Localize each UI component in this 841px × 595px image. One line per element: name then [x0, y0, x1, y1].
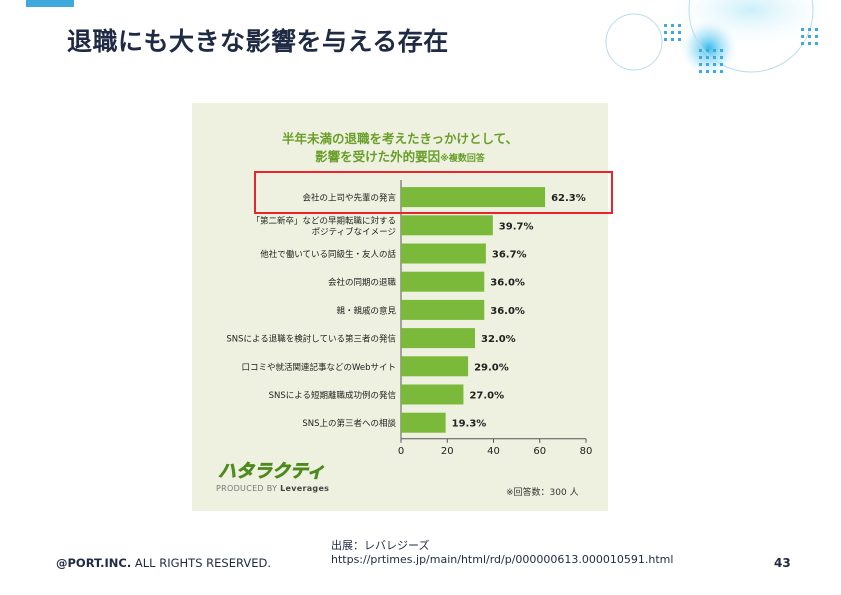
chart-title-note: ※複数回答 — [440, 154, 485, 164]
brand-company: Leverages — [280, 484, 330, 493]
category-label: 他社で働いている同級生・友人の話 — [260, 249, 396, 260]
x-tick-label: 20 — [441, 446, 454, 457]
bar — [401, 328, 475, 349]
value-label: 27.0% — [469, 391, 504, 402]
chart-title-line2: 影響を受けた外的要因※複数回答 — [192, 148, 608, 168]
bar — [401, 187, 546, 208]
x-tick-label: 40 — [487, 446, 500, 457]
bar — [401, 243, 486, 264]
chart-panel: 半年未満の退職を考えたきっかけとして、 影響を受けた外的要因※複数回答 62.3… — [192, 103, 608, 511]
bar — [401, 356, 469, 377]
value-label: 36.0% — [490, 278, 525, 289]
chart-title-main: 影響を受けた外的要因 — [315, 149, 441, 164]
source-url[interactable]: https://prtimes.jp/main/html/rd/p/000000… — [331, 553, 674, 566]
page-number: 43 — [774, 556, 791, 570]
bar — [401, 215, 493, 236]
bar — [401, 271, 485, 292]
bar — [401, 412, 446, 433]
brand-logo-text: ハタラクティブ — [218, 461, 328, 482]
decorative-graphic — [605, 0, 841, 78]
copyright-brand: @PORT.INC. — [56, 556, 132, 570]
category-label: SNSによる退職を検討している第三者の発信 — [226, 334, 396, 345]
brand-logo: ハタラクティブ — [218, 461, 328, 482]
copyright: @PORT.INC. ALL RIGHTS RESERVED. — [56, 556, 271, 570]
value-label: 36.7% — [492, 250, 527, 261]
bar — [401, 299, 485, 320]
category-label: 親・親戚の意見 — [336, 305, 396, 316]
bar-chart: 62.3% 会社の上司や先輩の発言 39.7% 「第二新卒」などの早期転職に対するポジ… — [226, 180, 593, 457]
category-label: SNSによる短期離職成功例の発信 — [269, 390, 397, 401]
x-tick-label: 0 — [398, 446, 404, 457]
copyright-rest: ALL RIGHTS RESERVED. — [134, 556, 271, 570]
brand-produced-by-label: PRODUCED BY — [216, 484, 278, 493]
value-label: 19.3% — [452, 419, 487, 430]
category-label: 会社の同期の退職 — [328, 277, 397, 288]
category-label: 「第二新卒」などの早期転職に対する — [251, 215, 396, 226]
bar — [401, 384, 464, 405]
respondents-note: ※回答数：300 人 — [506, 488, 579, 498]
chart-title-line1: 半年未満の退職を考えたきっかけとして、 — [281, 131, 518, 146]
value-label: 62.3% — [551, 193, 586, 204]
value-label: 29.0% — [474, 362, 509, 373]
slide-title: 退職にも大きな影響を与える存在 — [67, 27, 449, 56]
value-label: 36.0% — [490, 306, 525, 317]
source-label: 出展：レバレジーズ — [331, 539, 430, 552]
value-label: 39.7% — [499, 221, 534, 232]
corner-accent-strip — [26, 0, 74, 7]
category-label: 会社の上司や先輩の発言 — [302, 193, 396, 204]
brand-produced-by: PRODUCED BY Leverages — [216, 484, 329, 493]
highlight-box — [254, 171, 613, 214]
x-tick-label: 60 — [533, 446, 546, 457]
value-label: 32.0% — [481, 334, 516, 345]
category-label: SNS上の第三者への相談 — [302, 418, 396, 429]
category-label: 口コミや就活関連記事などのWebサイト — [241, 362, 396, 373]
x-tick-label: 80 — [580, 446, 593, 457]
category-label: ポジティブなイメージ — [312, 226, 396, 237]
